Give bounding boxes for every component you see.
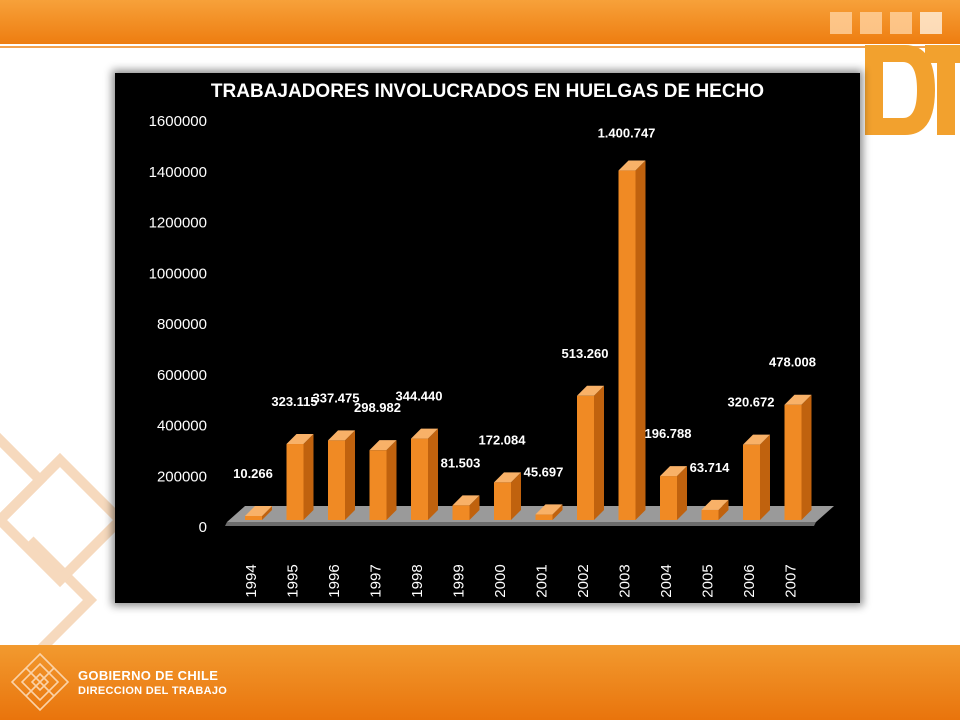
- bar-chart: 0 200000 400000 600000 800000 1000000 1200000 1…: [149, 113, 834, 598]
- data-label: 45.697: [524, 464, 564, 479]
- bar: [577, 395, 594, 520]
- bar: [286, 444, 304, 520]
- header-divider: [0, 46, 960, 48]
- y-tick-label: 1000000: [149, 265, 207, 282]
- bar-side: [552, 504, 563, 520]
- bar-side: [511, 472, 521, 520]
- bar-top: [618, 160, 646, 171]
- x-tick-label: 2006: [741, 564, 758, 597]
- bar: [660, 476, 677, 520]
- data-label: 478.008: [769, 355, 816, 370]
- bar: [494, 482, 511, 520]
- bar: [452, 505, 470, 520]
- bar-top: [743, 434, 770, 445]
- data-label: 10.266: [233, 466, 273, 481]
- chart-title: TRABAJADORES INVOLUCRADOS EN HUELGAS DE …: [210, 81, 765, 102]
- x-tick-label: 2001: [534, 564, 551, 597]
- data-label: 81.503: [441, 455, 481, 470]
- data-label: 63.714: [690, 460, 731, 475]
- bar-top: [701, 499, 729, 510]
- bar: [784, 404, 802, 520]
- bar-top: [660, 466, 687, 477]
- bar: [328, 440, 345, 520]
- x-tick-label: 2007: [783, 564, 800, 597]
- bar-side: [635, 160, 646, 520]
- bar-side: [718, 499, 729, 520]
- bar-side: [469, 495, 480, 520]
- bar: [618, 170, 636, 520]
- bar-top: [784, 394, 812, 405]
- data-label: 323.115: [271, 394, 317, 409]
- gobierno-logo-icon: [10, 652, 70, 712]
- bar: [701, 509, 719, 520]
- x-tick-label: 2000: [492, 564, 509, 597]
- data-label: 337.475: [313, 390, 360, 405]
- chart-panel: TRABAJADORES INVOLUCRADOS EN HUELGAS DE …: [115, 73, 860, 603]
- x-tick-label: 2004: [658, 564, 675, 597]
- bar-side: [594, 385, 604, 520]
- data-label: 344.440: [396, 389, 443, 404]
- bar-side: [386, 440, 397, 520]
- y-tick-label: 800000: [157, 316, 207, 333]
- bar: [369, 450, 387, 520]
- x-tick-label: 1995: [285, 564, 302, 597]
- data-label: 513.260: [562, 346, 609, 361]
- bar-top: [494, 472, 521, 483]
- y-tick-label: 600000: [157, 367, 207, 384]
- bar-top: [369, 440, 397, 451]
- y-tick-label: 1600000: [149, 113, 207, 130]
- bar-top: [286, 434, 314, 445]
- bar: [535, 514, 553, 520]
- bar-side: [677, 466, 687, 520]
- x-tick-label: 1994: [243, 564, 260, 597]
- background-diamond-pattern: [0, 432, 128, 650]
- footer-org-line2: DIRECCION DEL TRABAJO: [78, 685, 228, 697]
- x-tick-label: 1997: [368, 564, 385, 597]
- bar-top: [452, 495, 480, 506]
- data-label: 196.788: [645, 426, 692, 441]
- chart-floor: [227, 506, 834, 522]
- bar: [743, 444, 760, 520]
- bar-top: [535, 504, 563, 515]
- data-label: 172.084: [479, 432, 527, 447]
- bar: [245, 516, 262, 520]
- x-tick-label: 1996: [326, 564, 343, 597]
- chart-floor-edge: [225, 522, 816, 526]
- data-label: 1.400.747: [598, 126, 656, 141]
- bar-side: [262, 506, 272, 520]
- footer-band: [0, 645, 960, 720]
- header-band: [0, 0, 960, 44]
- data-label: 320.672: [728, 395, 775, 410]
- x-tick-label: 2003: [617, 564, 634, 597]
- data-label: 298.982: [354, 400, 401, 415]
- x-tick-label: 1999: [451, 564, 468, 597]
- x-tick-label: 1998: [409, 564, 426, 597]
- y-tick-label: 1200000: [149, 215, 207, 232]
- bar-top: [577, 385, 604, 396]
- x-tick-label: 2005: [700, 564, 717, 597]
- bar-side: [801, 394, 812, 520]
- header-squares: [830, 12, 942, 34]
- bar-side: [428, 428, 438, 520]
- bar-top: [411, 428, 438, 439]
- bar-side: [345, 430, 355, 520]
- x-tick-label: 2002: [575, 564, 592, 597]
- y-tick-label: 400000: [157, 418, 207, 435]
- bar-side: [760, 434, 770, 520]
- y-tick-label: 1400000: [149, 164, 207, 181]
- y-tick-label: 200000: [157, 468, 207, 485]
- y-tick-label: 0: [199, 519, 207, 536]
- bar-top: [328, 430, 355, 441]
- bar: [411, 438, 428, 520]
- bar-top: [245, 506, 272, 516]
- footer-org-line1: GOBIERNO DE CHILE: [78, 668, 219, 683]
- dt-logo: [865, 45, 960, 135]
- bar-side: [303, 434, 314, 520]
